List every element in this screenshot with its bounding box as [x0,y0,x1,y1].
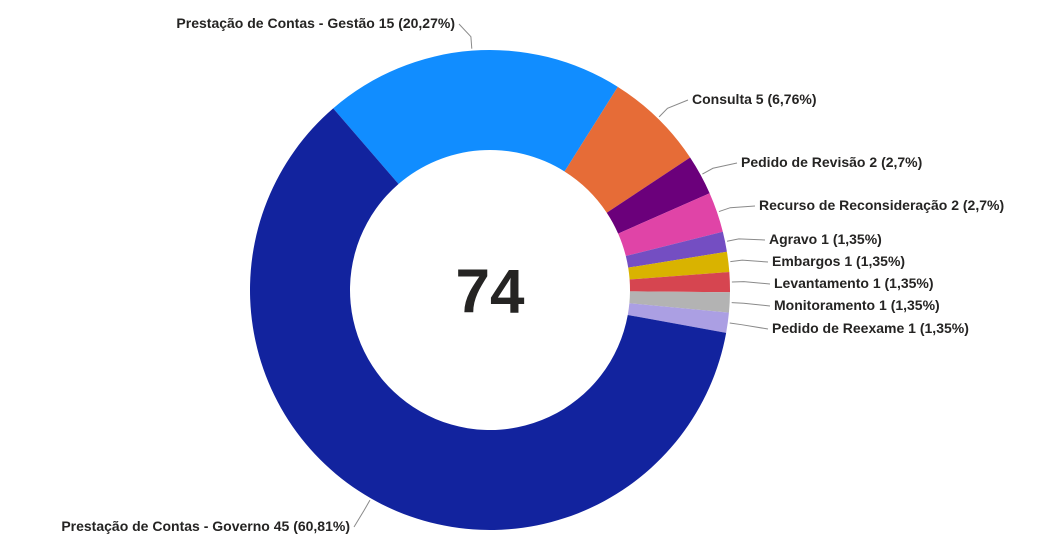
data-label: Consulta 5 (6,76%) [692,91,817,107]
label-percent: (1,35%) [856,253,905,269]
label-value: 1 [908,320,916,336]
label-value: 45 [274,518,290,534]
slice [629,291,730,313]
label-value: 1 [844,253,852,269]
label-percent: (1,35%) [920,320,969,336]
label-category: Prestação de Contas - Gestão [176,15,374,31]
data-label: Recurso de Reconsideração 2 (2,7%) [759,197,1004,213]
data-label: Agravo 1 (1,35%) [769,231,882,247]
label-category: Pedido de Revisão [741,154,865,170]
slice [628,251,730,280]
label-value: 2 [869,154,877,170]
slice [606,157,710,234]
slice [333,49,618,185]
total: 74 [456,258,525,327]
leader-line [718,205,756,213]
leader-line [730,259,769,263]
label-percent: (6,76%) [767,91,816,107]
label-category: Consulta [692,91,752,107]
data-label: Prestação de Contas - Gestão 15 (20,27%) [176,15,455,31]
slice [625,231,727,268]
slice [618,193,723,257]
label-percent: (1,35%) [833,231,882,247]
label-value: 1 [879,297,887,313]
label-percent: (60,81%) [293,518,350,534]
slice [564,86,691,213]
leader-line [729,322,769,330]
data-label: Prestação de Contas - Governo 45 (60,81%… [61,518,350,534]
data-label: Pedido de Revisão 2 (2,7%) [741,154,922,170]
leader-line [658,99,689,118]
label-value: 5 [756,91,764,107]
label-percent: (2,7%) [963,197,1004,213]
label-category: Levantamento [774,275,869,291]
data-label: Pedido de Reexame 1 (1,35%) [772,320,969,336]
label-value: 1 [873,275,881,291]
leader-line [458,23,473,49]
leader-line [726,238,766,242]
leader-line [702,162,738,175]
leader-line [731,281,771,285]
slice [627,303,729,333]
slice [249,108,727,531]
leader-line [353,499,371,528]
label-category: Pedido de Reexame [772,320,904,336]
label-percent: (1,35%) [891,297,940,313]
data-label: Levantamento 1 (1,35%) [774,275,934,291]
label-percent: (2,7%) [881,154,922,170]
label-value: 2 [951,197,959,213]
label-value: 15 [379,15,395,31]
label-category: Recurso de Reconsideração [759,197,947,213]
label-percent: (20,27%) [398,15,455,31]
label-category: Monitoramento [774,297,875,313]
slice [629,271,730,293]
label-value: 1 [821,231,829,247]
label-percent: (1,35%) [885,275,934,291]
label-category: Agravo [769,231,817,247]
label-category: Embargos [772,253,841,269]
leader-line [731,302,771,307]
data-label: Monitoramento 1 (1,35%) [774,297,940,313]
label-category: Prestação de Contas - Governo [61,518,270,534]
data-label: Embargos 1 (1,35%) [772,253,905,269]
